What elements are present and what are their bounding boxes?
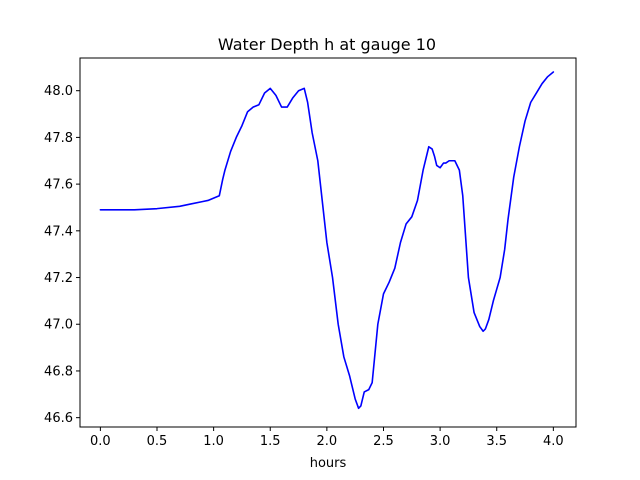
x-tick-label: 1.5 xyxy=(260,434,281,449)
x-tick-label: 0.5 xyxy=(147,434,168,449)
plot-area: 0.0 0.5 1.0 1.5 2.0 2.5 3.0 3.5 4.0 46.6 46.8 47.0 4… xyxy=(44,57,577,449)
x-tick-label: 2.5 xyxy=(373,434,394,449)
y-tick-label: 47.0 xyxy=(44,318,73,333)
x-tick-label: 3.0 xyxy=(430,434,451,449)
x-tick-label: 3.5 xyxy=(486,434,507,449)
x-tick-label: 0.0 xyxy=(90,434,111,449)
x-tick-label: 2.0 xyxy=(317,434,338,449)
y-tick-label: 48.0 xyxy=(44,84,73,99)
y-tick-label: 47.2 xyxy=(44,271,73,286)
x-tick-label: 1.0 xyxy=(203,434,224,449)
chart-title: Water Depth h at gauge 10 xyxy=(218,35,436,54)
y-tick-label: 47.6 xyxy=(44,178,73,193)
y-tick-label: 47.8 xyxy=(44,131,73,146)
y-tick-label: 47.4 xyxy=(44,224,73,239)
y-tick-label: 46.8 xyxy=(44,364,73,379)
axes-frame xyxy=(79,57,577,428)
x-axis-label: hours xyxy=(310,456,347,471)
x-tick-label: 4.0 xyxy=(543,434,564,449)
data-series-line-1 xyxy=(99,71,555,410)
y-tick-label: 46.6 xyxy=(44,411,73,426)
